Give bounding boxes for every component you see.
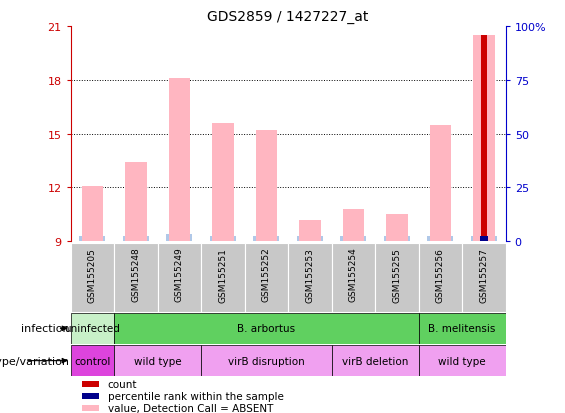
Text: genotype/variation: genotype/variation <box>0 356 69 366</box>
Text: GSM155255: GSM155255 <box>393 247 401 302</box>
Text: value, Detection Call = ABSENT: value, Detection Call = ABSENT <box>108 403 273 413</box>
Bar <box>427 236 454 242</box>
Bar <box>71 313 114 344</box>
Bar <box>342 209 364 242</box>
Text: GSM155251: GSM155251 <box>219 247 227 302</box>
Bar <box>82 381 98 387</box>
Bar <box>125 163 147 242</box>
Bar <box>288 244 332 312</box>
Bar <box>419 244 462 312</box>
Bar <box>299 220 321 242</box>
Bar <box>158 244 201 312</box>
Bar <box>210 236 236 242</box>
Bar <box>123 236 149 242</box>
Text: percentile rank within the sample: percentile rank within the sample <box>108 391 284 401</box>
Text: GSM155253: GSM155253 <box>306 247 314 302</box>
Bar <box>375 244 419 312</box>
Bar <box>462 244 506 312</box>
Bar <box>480 236 488 242</box>
Bar <box>245 244 288 312</box>
Bar <box>473 36 495 242</box>
Bar <box>114 244 158 312</box>
Text: B. melitensis: B. melitensis <box>428 323 496 334</box>
Title: GDS2859 / 1427227_at: GDS2859 / 1427227_at <box>207 10 369 24</box>
Text: virB disruption: virB disruption <box>228 356 305 366</box>
Bar <box>471 236 497 242</box>
Text: GSM155249: GSM155249 <box>175 247 184 301</box>
Bar <box>82 393 98 399</box>
Bar <box>166 235 193 242</box>
Bar <box>429 125 451 242</box>
Bar <box>79 236 106 242</box>
Bar <box>255 131 277 242</box>
Bar <box>168 79 190 242</box>
Bar <box>332 345 419 376</box>
Bar <box>201 244 245 312</box>
Text: count: count <box>108 379 137 389</box>
Bar <box>384 236 410 242</box>
Bar <box>71 345 114 376</box>
Text: GSM155205: GSM155205 <box>88 247 97 302</box>
Bar <box>212 123 234 242</box>
Text: GSM155252: GSM155252 <box>262 247 271 301</box>
Bar <box>114 313 419 344</box>
Text: B. arbortus: B. arbortus <box>237 323 295 334</box>
Bar <box>71 244 114 312</box>
Bar <box>253 236 280 242</box>
Bar <box>201 345 332 376</box>
Bar <box>332 244 375 312</box>
Text: GSM155257: GSM155257 <box>480 247 488 302</box>
Text: GSM155254: GSM155254 <box>349 247 358 301</box>
Bar <box>481 36 487 242</box>
Text: virB deletion: virB deletion <box>342 356 408 366</box>
Bar <box>340 236 367 242</box>
Bar <box>114 345 201 376</box>
Text: wild type: wild type <box>134 356 181 366</box>
Bar <box>419 313 506 344</box>
Bar <box>81 186 103 242</box>
Text: wild type: wild type <box>438 356 486 366</box>
Bar <box>386 215 408 242</box>
Bar <box>419 345 506 376</box>
Bar <box>82 405 98 411</box>
Text: GSM155256: GSM155256 <box>436 247 445 302</box>
Text: control: control <box>74 356 111 366</box>
Text: uninfected: uninfected <box>64 323 120 334</box>
Text: infection: infection <box>21 323 69 334</box>
Text: GSM155248: GSM155248 <box>132 247 140 301</box>
Bar <box>297 236 323 242</box>
